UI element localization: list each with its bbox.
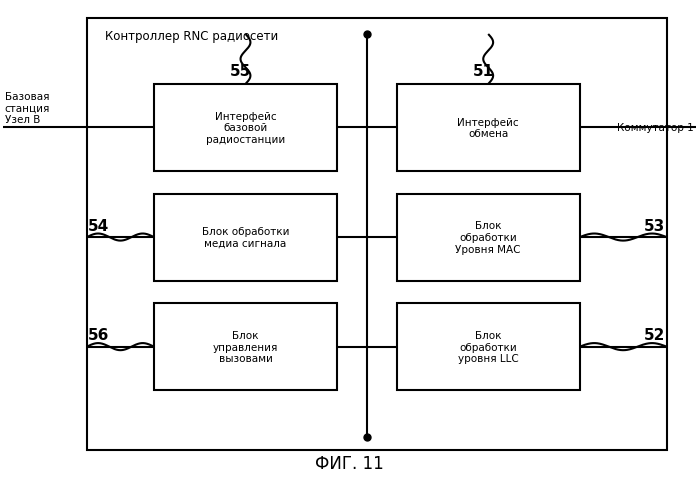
Bar	[154, 194, 337, 281]
Text: 52: 52	[644, 327, 665, 343]
Text: Блок
управления
вызовами: Блок управления вызовами	[212, 330, 278, 364]
Text: 54: 54	[88, 218, 109, 233]
Text: 53: 53	[644, 218, 665, 233]
Text: 55: 55	[230, 63, 251, 79]
Text: Блок
обработки
уровня LLC: Блок обработки уровня LLC	[458, 330, 519, 364]
Text: 56: 56	[88, 327, 109, 343]
Text: Блок
обработки
Уровня МАС: Блок обработки Уровня МАС	[456, 221, 521, 254]
Text: Базовая
станция
Узел В: Базовая станция Узел В	[5, 92, 50, 125]
Bar	[396, 85, 580, 172]
Text: Коммутатор 1: Коммутатор 1	[617, 123, 694, 133]
Bar	[154, 85, 337, 172]
Bar	[396, 194, 580, 281]
Bar	[87, 19, 667, 450]
Text: Интерфейс
базовой
радиостанции: Интерфейс базовой радиостанции	[206, 112, 285, 145]
Text: Блок обработки
медиа сигнала: Блок обработки медиа сигнала	[202, 227, 289, 248]
Bar	[396, 304, 580, 390]
Text: 51: 51	[473, 63, 493, 79]
Bar	[154, 304, 337, 390]
Text: Контроллер RNC радиосети: Контроллер RNC радиосети	[105, 30, 278, 43]
Text: ФИГ. 11: ФИГ. 11	[315, 454, 384, 472]
Text: Интерфейс
обмена: Интерфейс обмена	[457, 118, 519, 139]
